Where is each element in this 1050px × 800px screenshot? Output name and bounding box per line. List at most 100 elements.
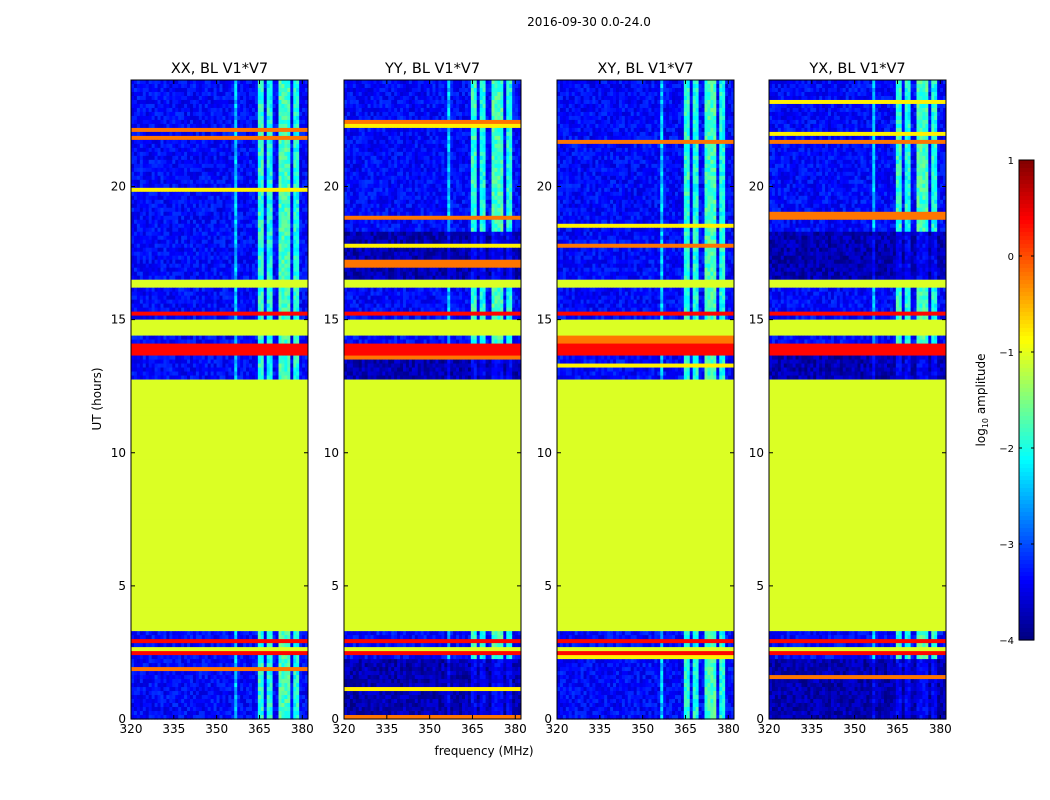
spectrogram-cell <box>214 132 217 137</box>
spectrogram-cell <box>231 631 234 636</box>
spectrogram-cell <box>293 272 296 277</box>
spectrogram-cell <box>187 92 190 97</box>
flagged-row <box>131 332 308 337</box>
spectrogram-cell <box>249 364 252 369</box>
spectrogram-cell <box>299 691 302 696</box>
spectrogram-cell <box>225 148 228 153</box>
spectrogram-cell <box>287 84 290 89</box>
spectrogram-cell <box>284 655 287 660</box>
spectrogram-cell <box>193 336 196 341</box>
spectrogram-cell <box>240 703 243 708</box>
spectrogram-cell <box>155 268 158 273</box>
spectrogram-cell <box>149 368 152 373</box>
spectrogram-cell <box>246 232 249 237</box>
spectrogram-cell <box>240 316 243 321</box>
spectrogram-cell <box>155 116 158 121</box>
spectrogram-cell <box>137 340 140 345</box>
spectrogram-cell <box>196 340 199 345</box>
spectrogram-cell <box>237 220 240 225</box>
spectrogram-cell <box>231 288 234 293</box>
spectrogram-cell <box>134 164 137 169</box>
spectrogram-cell <box>231 368 234 373</box>
spectrogram-cell <box>222 208 225 213</box>
spectrogram-cell <box>163 184 166 189</box>
spectrogram-cell <box>267 228 270 233</box>
spectrogram-cell <box>166 336 169 341</box>
spectrogram-cell <box>205 240 208 245</box>
spectrogram-cell <box>205 304 208 309</box>
y-tick-label: 15 <box>111 313 126 327</box>
spectrogram-cell <box>193 92 196 97</box>
spectrogram-cell <box>462 80 465 85</box>
spectrogram-cell <box>299 643 302 648</box>
spectrogram-cell <box>131 108 134 113</box>
spectrogram-cell <box>261 272 264 277</box>
spectrogram-cell <box>161 252 164 257</box>
spectrogram-cell <box>273 256 276 261</box>
spectrogram-cell <box>279 695 282 700</box>
spectrogram-cell <box>155 232 158 237</box>
spectrogram-cell <box>184 220 187 225</box>
flagged-row <box>131 623 308 628</box>
spectrogram-cell <box>252 687 255 692</box>
spectrogram-cell <box>299 695 302 700</box>
spectrogram-cell <box>296 687 299 692</box>
spectrogram-cell <box>143 264 146 269</box>
spectrogram-cell <box>228 232 231 237</box>
spectrogram-cell <box>264 224 267 229</box>
spectrogram-cell <box>273 88 276 93</box>
spectrogram-cell <box>421 80 424 85</box>
spectrogram-cell <box>163 148 166 153</box>
spectrogram-cell <box>261 695 264 700</box>
spectrogram-cell <box>279 248 282 253</box>
spectrogram-cell <box>228 112 231 117</box>
spectrogram-cell <box>240 296 243 301</box>
spectrogram-cell <box>146 92 149 97</box>
spectrogram-cell <box>208 84 211 89</box>
spectrogram-cell <box>152 92 155 97</box>
spectrogram-cell <box>293 703 296 708</box>
spectrogram-cell <box>287 92 290 97</box>
spectrogram-cell <box>175 240 178 245</box>
spectrogram-cell <box>184 659 187 664</box>
spectrogram-cell <box>214 192 217 197</box>
spectrogram-cell <box>166 116 169 121</box>
spectrogram-cell <box>137 695 140 700</box>
spectrogram-cell <box>296 671 299 676</box>
spectrogram-cell <box>181 172 184 177</box>
y-tick-label: 10 <box>111 446 126 460</box>
rfi-row <box>131 348 308 353</box>
spectrogram-cell <box>196 635 199 640</box>
spectrogram-cell <box>234 695 237 700</box>
spectrogram-cell <box>261 635 264 640</box>
spectrogram-cell <box>214 292 217 297</box>
spectrogram-cell <box>302 104 305 109</box>
spectrogram-cell <box>261 192 264 197</box>
spectrogram-cell <box>255 356 258 361</box>
spectrogram-cell <box>169 376 172 381</box>
spectrogram-cell <box>199 116 202 121</box>
spectrogram-cell <box>264 252 267 257</box>
spectrogram-cell <box>234 196 237 201</box>
spectrogram-cell <box>270 679 273 684</box>
spectrogram-cell <box>152 252 155 257</box>
spectrogram-cell <box>137 192 140 197</box>
spectrogram-cell <box>252 288 255 293</box>
spectrogram-cell <box>140 120 143 125</box>
spectrogram-cell <box>261 372 264 377</box>
spectrogram-cell <box>231 192 234 197</box>
spectrogram-cell <box>302 360 305 365</box>
spectrogram-cell <box>178 288 181 293</box>
spectrogram-cell <box>172 663 175 668</box>
spectrogram-cell <box>137 116 140 121</box>
spectrogram-cell <box>152 228 155 233</box>
spectrogram-cell <box>252 671 255 676</box>
spectrogram-cell <box>225 220 228 225</box>
spectrogram-cell <box>293 228 296 233</box>
spectrogram-cell <box>208 208 211 213</box>
spectrogram-cell <box>270 659 273 664</box>
spectrogram-cell <box>287 316 290 321</box>
spectrogram-cell <box>255 144 258 149</box>
spectrogram-cell <box>249 108 252 113</box>
spectrogram-cell <box>158 224 161 229</box>
